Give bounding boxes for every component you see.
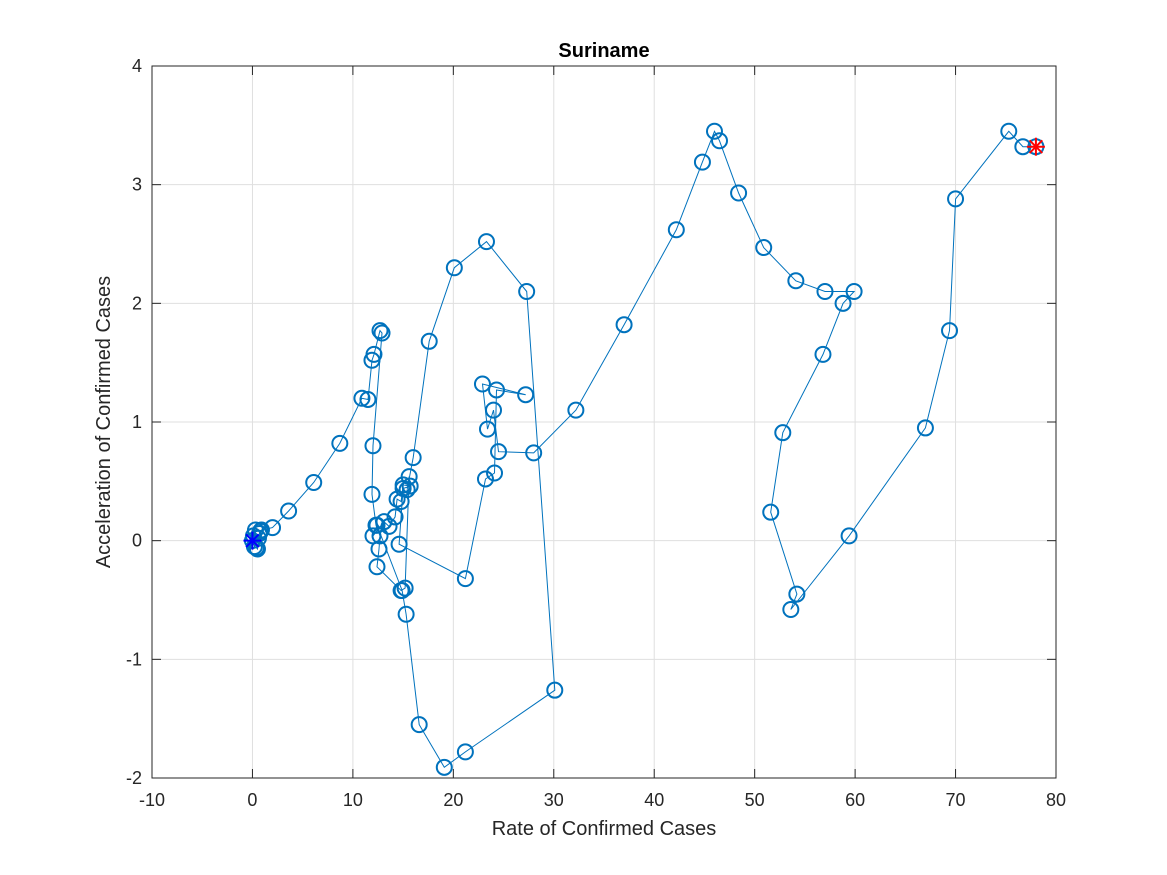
data-point: [730, 184, 748, 202]
y-tick-label: 4: [132, 56, 142, 76]
data-point: [916, 419, 934, 437]
data-point: [390, 535, 408, 553]
data-point: [517, 386, 535, 404]
data-point: [456, 570, 474, 588]
data-point: [386, 508, 404, 526]
data-point: [615, 316, 633, 334]
data-point: [490, 443, 508, 461]
data-point: [331, 434, 349, 452]
data-point: [394, 479, 412, 497]
x-tick-label: 20: [443, 790, 463, 810]
data-point: [456, 743, 474, 761]
y-tick-label: 0: [132, 531, 142, 551]
data-point: [305, 474, 323, 492]
series-markers: [243, 122, 1045, 776]
x-tick-label: 70: [946, 790, 966, 810]
x-tick-label: 50: [745, 790, 765, 810]
data-point: [353, 389, 371, 407]
data-point: [404, 449, 422, 467]
data-point: [373, 324, 391, 342]
x-tick-label: 40: [644, 790, 664, 810]
data-point: [364, 527, 382, 545]
data-point: [420, 332, 438, 350]
data-point: [787, 272, 805, 290]
data-point: [477, 233, 495, 251]
data-point: [371, 322, 389, 340]
data-point: [392, 493, 410, 511]
data-point: [397, 605, 415, 623]
x-tick-label: 10: [343, 790, 363, 810]
data-point: [774, 424, 792, 442]
data-point: [485, 401, 503, 419]
data-point: [788, 585, 806, 603]
x-tick-label: 0: [247, 790, 257, 810]
y-tick-label: 1: [132, 412, 142, 432]
data-point: [359, 390, 377, 408]
data-point: [782, 600, 800, 618]
data-point: [546, 681, 564, 699]
data-point: [380, 517, 398, 535]
data-point: [363, 485, 381, 503]
data-point: [762, 503, 780, 521]
y-tick-label: 2: [132, 293, 142, 313]
data-point: [834, 294, 852, 312]
data-point: [941, 322, 959, 340]
x-tick-label: 80: [1046, 790, 1066, 810]
endpoint-markers: [243, 137, 1045, 550]
data-point: [845, 282, 863, 300]
data-point: [476, 470, 494, 488]
data-point: [375, 513, 393, 531]
data-point: [711, 132, 729, 150]
data-point: [401, 477, 419, 495]
data-point: [488, 381, 506, 399]
data-point: [478, 420, 496, 438]
y-tick-label: -2: [126, 768, 142, 788]
y-tick-label: -1: [126, 649, 142, 669]
data-point: [947, 190, 965, 208]
data-point: [364, 437, 382, 455]
data-point: [693, 153, 711, 171]
axes: [151, 65, 1057, 779]
data-point: [368, 558, 386, 576]
data-point: [840, 527, 858, 545]
data-point: [705, 122, 723, 140]
data-point: [816, 282, 834, 300]
data-point: [445, 259, 463, 277]
data-point: [280, 502, 298, 520]
data-point: [410, 716, 428, 734]
end-star-marker: [1026, 137, 1045, 156]
data-point: [252, 521, 270, 539]
start-star-marker: [243, 531, 262, 550]
data-point: [473, 375, 491, 393]
data-point: [435, 758, 453, 776]
data-point: [1000, 122, 1018, 140]
x-tick-label: 30: [544, 790, 564, 810]
y-tick-label: 3: [132, 175, 142, 195]
x-axis-label: Rate of Confirmed Cases: [492, 818, 717, 840]
x-tick-label: -10: [139, 790, 165, 810]
data-point: [365, 345, 383, 363]
y-axis-label: Acceleration of Confirmed Cases: [93, 276, 115, 568]
x-tick-label: 60: [845, 790, 865, 810]
data-point: [667, 221, 685, 239]
data-point: [486, 464, 504, 482]
data-point: [264, 519, 282, 537]
data-point: [755, 239, 773, 257]
axes-box: [151, 65, 1057, 779]
chart-title: Suriname: [558, 40, 649, 62]
data-point: [567, 401, 585, 419]
data-point: [525, 444, 543, 462]
data-point: [396, 579, 414, 597]
data-point: [393, 582, 411, 600]
data-point: [814, 345, 832, 363]
data-point: [518, 282, 536, 300]
